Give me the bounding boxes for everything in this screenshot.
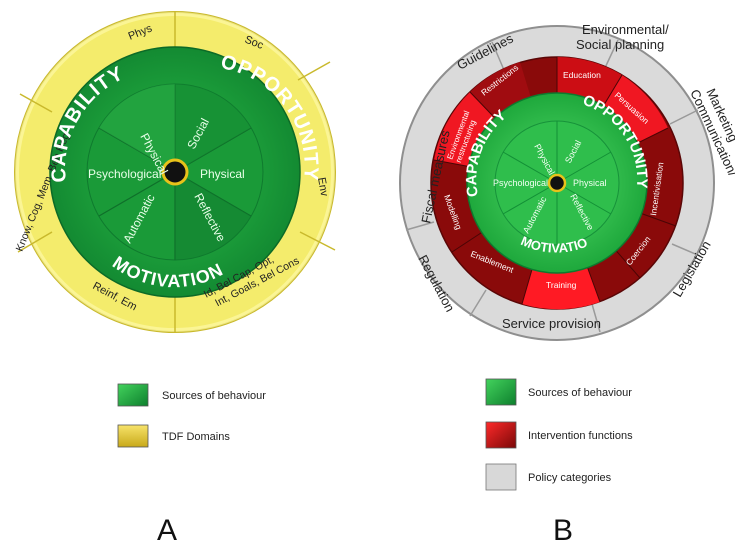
intervention-training: Training (546, 280, 577, 290)
wheel-a-sector-social (175, 84, 251, 172)
wheel-b-inner-psychological: Psychological (493, 178, 548, 188)
panel-label-a: A (157, 514, 177, 547)
legend-b: Sources of behaviour Intervention functi… (485, 378, 633, 491)
legend-b-swatch-intervention (485, 421, 517, 449)
wheel-a-inner-psychological: Psychological (88, 167, 161, 181)
wheel-a-sector-reflective (175, 172, 251, 260)
legend-b-swatch-sources (485, 378, 517, 406)
legend-a-label-tdf: TDF Domains (162, 431, 230, 443)
policy-service-provision: Service provision (502, 316, 601, 331)
legend-a-swatch-tdf (117, 424, 149, 448)
wheel-a-inner-physical-opp: Physical (200, 167, 245, 181)
legend-a-label-sources: Sources of behaviour (162, 390, 266, 402)
wheel-b-policy-dividers (405, 39, 701, 333)
legend-b-label-intervention: Intervention functions (528, 430, 633, 442)
tdf-label-env: Env (315, 176, 330, 197)
panel-label-b: B (553, 514, 573, 547)
wheel-a-hub (161, 158, 189, 186)
legend-a-swatch-sources (117, 383, 149, 407)
legend-b-swatch-policy (485, 463, 517, 491)
legend-b-label-sources: Sources of behaviour (528, 387, 632, 399)
wheel-a-ring-dividers (17, 12, 336, 332)
wheel-b-hub (547, 173, 567, 193)
legend-a: Sources of behaviour TDF Domains (117, 383, 266, 448)
legend-b-label-policy: Policy categories (528, 472, 612, 484)
policy-env-social-planning: Environmental/ Social planning (576, 22, 672, 52)
intervention-education: Education (563, 70, 601, 80)
wheel-a-sector-physical (99, 84, 175, 172)
wheel-b-inner-physical-opp: Physical (573, 178, 607, 188)
wheel-a: Phys Soc Env Id, Bel Cap, Opt, Int, Goal… (14, 11, 336, 333)
wheel-b-spokes (502, 121, 612, 245)
